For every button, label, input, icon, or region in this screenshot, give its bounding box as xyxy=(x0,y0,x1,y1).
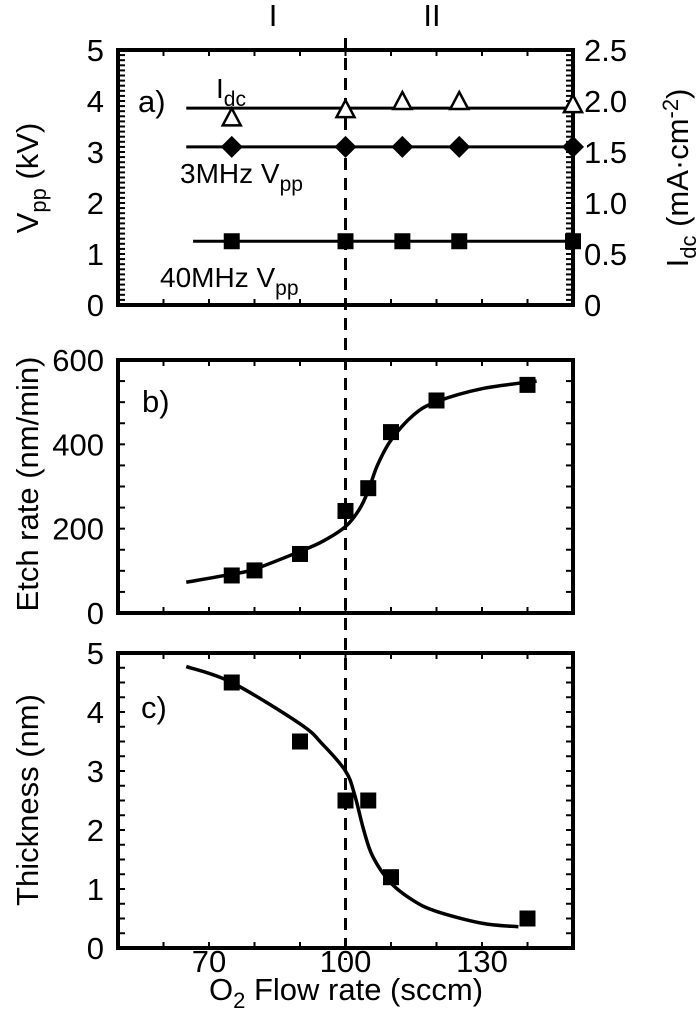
panel-a-ytick-right-label: 0 xyxy=(584,288,601,323)
panel-a-point-open-triangle xyxy=(561,92,585,114)
region-label-I: I xyxy=(269,0,278,33)
panel-a-label: a) xyxy=(138,84,166,119)
series-label-40mhz-sub: pp xyxy=(275,277,298,300)
panel-a-ylabel-right: Idc (mA·cm-2) xyxy=(658,89,700,268)
panel-a-point-diamond xyxy=(448,135,471,158)
panel-a-ytick-label: 5 xyxy=(87,33,104,68)
panel-c-ytick-label: 1 xyxy=(87,872,104,907)
panel-c-ytick-label: 4 xyxy=(87,695,104,730)
panel-b-ytick-label: 600 xyxy=(52,343,104,378)
panel-a-point-open-triangle xyxy=(334,97,357,119)
region-label-II: II xyxy=(423,0,440,33)
idc-main: I xyxy=(660,259,695,268)
panel-a-ytick-right-label: 2.5 xyxy=(584,33,627,68)
series-label-3mhz-sub: pp xyxy=(280,173,303,196)
idc-sub: dc xyxy=(676,236,700,259)
panel-b-point-square xyxy=(360,480,377,497)
panel-a-ytick-label: 2 xyxy=(87,186,104,221)
vpp-sub: pp xyxy=(26,188,51,212)
panel-a-point-diamond xyxy=(391,135,414,158)
panel-a-point-square xyxy=(565,233,581,250)
panel-a-point-square xyxy=(223,233,240,250)
panel-b-point-square xyxy=(383,424,399,441)
panel-a-frame xyxy=(116,48,575,307)
xlabel-sub: 2 xyxy=(233,988,245,1011)
panel-c-label: c) xyxy=(141,690,167,725)
panel-b-ytick-label: 0 xyxy=(87,596,104,631)
panel-c-point-square xyxy=(383,869,399,886)
panel-b-ytick-label: 200 xyxy=(52,512,104,547)
series-label-idc-main: I xyxy=(216,73,224,104)
panel-a-point-diamond xyxy=(220,135,243,158)
panel-a-point-open-triangle xyxy=(220,105,243,127)
panel-c-xtick-label: 70 xyxy=(192,944,226,979)
panel-a-point-open-triangle xyxy=(448,89,471,111)
panel-c-xtick-label: 130 xyxy=(456,944,508,979)
panel-b-frame xyxy=(116,358,575,615)
panel-c-frame xyxy=(116,651,575,950)
panel-b-ytick-label: 400 xyxy=(52,427,104,462)
panel-a-ytick-right-label: 0.5 xyxy=(584,237,627,272)
panel-b-point-square xyxy=(223,567,240,584)
xlabel-rest: Flow rate (sccm) xyxy=(245,972,483,1007)
panel-a-ytick-right-label: 2.0 xyxy=(584,84,627,119)
panel-a-point-open-triangle xyxy=(391,89,414,111)
panel-b-point-square xyxy=(337,502,354,519)
panel-c-fit-curve xyxy=(185,664,519,929)
x-axis-label: O2 Flow rate (sccm) xyxy=(209,972,483,1011)
panel-a-point-diamond xyxy=(562,135,584,158)
panel-b-point-square xyxy=(519,376,536,393)
panel-c-point-square xyxy=(337,792,354,809)
xlabel-main: O xyxy=(209,972,233,1007)
panel-a-ylabel: Vpp (kV) xyxy=(10,123,51,234)
series-label-40mhz-main: 40MHz V xyxy=(160,262,275,293)
vpp-unit: (kV) xyxy=(10,123,45,188)
panel-a-ytick-label: 1 xyxy=(87,237,104,272)
idc-unit: (mA·cm xyxy=(660,118,695,235)
panel-a-ytick-label: 3 xyxy=(87,135,104,170)
series-label-idc: Idc xyxy=(216,73,246,111)
panel-a-ytick-right-label: 1.0 xyxy=(584,186,627,221)
panel-a-point-square xyxy=(337,233,354,250)
panel-a-point-square xyxy=(394,233,411,250)
panel-c-ytick-label: 3 xyxy=(87,754,104,789)
panel-c-xtick-label: 100 xyxy=(320,944,372,979)
panel-b-ylabel: Etch rate (nm/min) xyxy=(10,357,45,612)
series-label-40mhz: 40MHz Vpp xyxy=(160,262,299,300)
vpp-main: V xyxy=(10,212,45,233)
panel-b-point-square xyxy=(292,545,308,562)
panel-c-ylabel: Thickness (nm) xyxy=(10,694,45,906)
panel-c-point-square xyxy=(223,674,240,691)
panel-c-ytick-label: 5 xyxy=(87,636,104,671)
panel-b-point-square xyxy=(428,392,445,409)
panel-c-ytick-label: 0 xyxy=(87,931,104,966)
panel-b-point-square xyxy=(246,562,263,579)
series-label-3mhz-main: 3MHz V xyxy=(180,158,280,189)
idc-close: ) xyxy=(660,89,695,99)
series-label-3mhz: 3MHz Vpp xyxy=(180,158,303,196)
panel-c-point-square xyxy=(292,733,308,750)
panel-c-point-square xyxy=(519,910,536,927)
panel-a-ytick-label: 4 xyxy=(87,84,104,119)
panel-a-point-diamond xyxy=(334,135,357,158)
series-label-idc-sub: dc xyxy=(224,88,246,111)
idc-sup: -2 xyxy=(658,99,683,119)
panel-a-ytick-right-label: 1.5 xyxy=(584,135,627,170)
panel-a-ytick-label: 0 xyxy=(87,288,104,323)
panel-c-point-square xyxy=(360,792,377,809)
panel-c-ytick-label: 2 xyxy=(87,813,104,848)
panel-b-label: b) xyxy=(142,384,170,419)
panel-a-point-square xyxy=(451,233,468,250)
